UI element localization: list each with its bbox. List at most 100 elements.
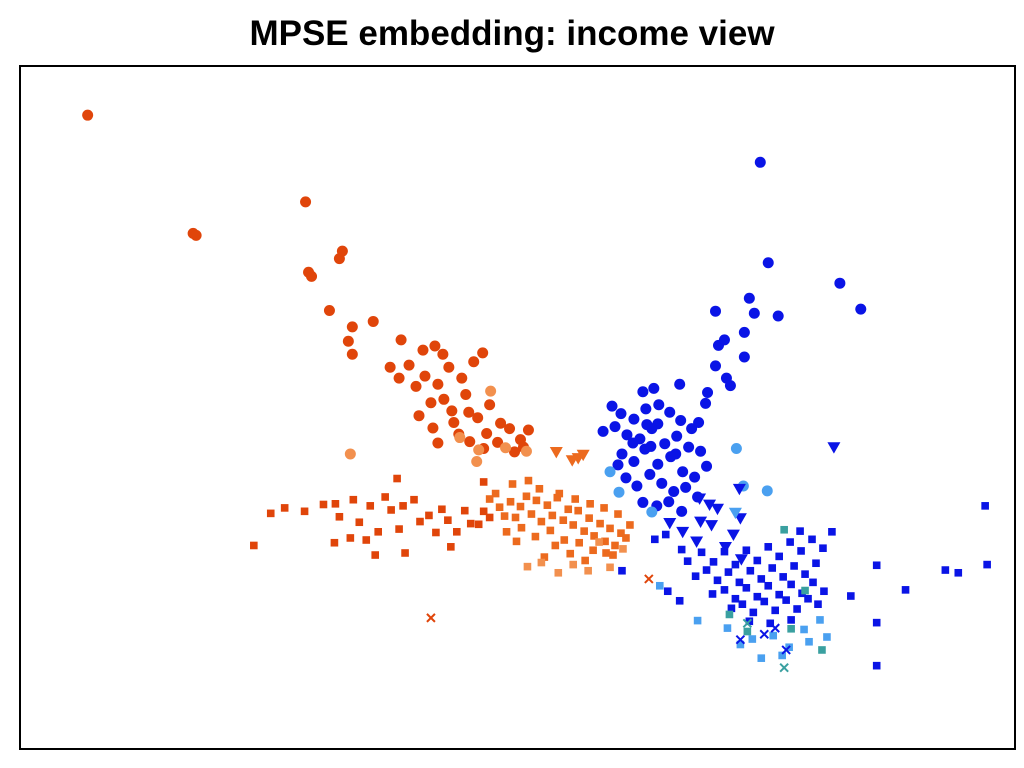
data-point-circle: [413, 410, 425, 422]
data-point-square: [693, 616, 702, 625]
data-point-square: [617, 529, 625, 537]
data-point-square: [757, 654, 766, 662]
data-point-circle: [648, 382, 660, 394]
data-point-circle: [484, 399, 496, 411]
data-point-circle: [674, 378, 686, 390]
data-point-circle: [417, 344, 429, 356]
data-point-square: [872, 561, 881, 570]
data-point-square: [941, 566, 950, 574]
data-point-square: [543, 501, 552, 509]
data-point-circle: [456, 372, 468, 384]
data-point-square: [808, 535, 816, 544]
data-point-circle: [664, 406, 676, 418]
data-point-square: [548, 511, 557, 520]
data-point-circle: [395, 334, 407, 346]
data-point-square: [901, 586, 910, 594]
data-point-square: [782, 596, 790, 604]
data-point-square: [330, 538, 339, 547]
data-point-x: [781, 645, 791, 655]
data-point-square: [872, 661, 881, 670]
data-point-square: [787, 580, 795, 589]
data-point-circle: [346, 348, 358, 360]
data-point-triangle-down: [576, 449, 590, 462]
chart-title: MPSE embedding: income view: [249, 14, 775, 53]
data-point-square: [812, 559, 820, 568]
data-point-circle: [464, 436, 476, 448]
data-point-square: [611, 541, 619, 550]
data-point-square: [651, 535, 659, 544]
data-point-square: [724, 568, 733, 576]
data-point-circle: [384, 361, 396, 373]
data-point-square: [954, 568, 963, 577]
data-point-square: [511, 513, 520, 522]
data-point-circle: [748, 307, 760, 319]
data-point-square: [479, 507, 488, 516]
data-point-circle: [604, 466, 616, 478]
data-point-square: [453, 528, 461, 536]
data-point-square: [677, 545, 686, 554]
data-point-square: [500, 512, 509, 520]
data-point-square: [796, 527, 804, 535]
data-point-circle: [834, 277, 846, 289]
data-point-circle: [668, 486, 680, 498]
data-point-circle: [495, 417, 507, 429]
data-point-square: [580, 527, 588, 535]
data-point-circle: [702, 386, 714, 398]
data-point-square: [460, 506, 469, 515]
data-point-square: [485, 513, 494, 522]
plot-frame: [19, 65, 1016, 750]
data-point-square: [805, 637, 813, 646]
data-point-square: [697, 548, 706, 557]
data-point-circle: [437, 348, 449, 360]
data-point-circle: [641, 419, 653, 431]
data-point-square: [560, 536, 569, 544]
data-point-circle: [403, 359, 415, 371]
data-point-circle: [701, 460, 713, 472]
data-point-circle: [323, 305, 335, 317]
data-point-circle: [597, 425, 609, 437]
data-point-circle: [346, 321, 358, 333]
data-point-circle: [432, 437, 444, 449]
data-point-square: [818, 646, 826, 654]
data-point-circle: [656, 477, 668, 489]
data-point-triangle-down: [663, 518, 677, 530]
data-point-square: [626, 521, 634, 529]
data-point-square: [346, 534, 355, 542]
data-point-square: [814, 600, 822, 609]
data-point-square: [564, 505, 573, 514]
data-point-square: [663, 587, 672, 596]
data-point-circle: [306, 270, 318, 282]
data-point-circle: [676, 505, 688, 517]
data-point-square: [512, 537, 521, 546]
data-point-circle: [472, 412, 484, 424]
data-point-triangle-down: [732, 483, 746, 496]
data-point-square: [381, 493, 389, 501]
data-point-square: [508, 480, 517, 488]
data-point-circle: [710, 305, 722, 317]
data-point-square: [531, 532, 540, 541]
data-point-circle: [718, 334, 730, 346]
data-point-circle: [336, 245, 348, 257]
data-point-square: [746, 566, 755, 575]
data-point-square: [540, 553, 549, 561]
data-point-triangle-down: [694, 516, 708, 529]
data-point-circle: [855, 303, 867, 315]
data-point-triangle-down: [693, 493, 707, 505]
data-point-square: [708, 590, 717, 598]
data-point-circle: [653, 399, 665, 411]
data-point-square: [395, 525, 403, 533]
data-point-square: [743, 627, 752, 636]
data-point-square: [738, 600, 747, 609]
data-point-circle: [663, 496, 675, 508]
data-point-square: [491, 489, 500, 498]
data-point-x: [644, 574, 654, 584]
data-point-triangle-down: [827, 442, 841, 454]
data-point-circle: [520, 445, 532, 457]
data-point-square: [559, 516, 568, 524]
data-point-square: [619, 545, 627, 553]
data-point-square: [872, 618, 881, 627]
data-point-square: [614, 510, 622, 518]
data-point-square: [787, 616, 795, 624]
data-point-circle: [637, 386, 649, 398]
data-point-circle: [425, 397, 437, 409]
